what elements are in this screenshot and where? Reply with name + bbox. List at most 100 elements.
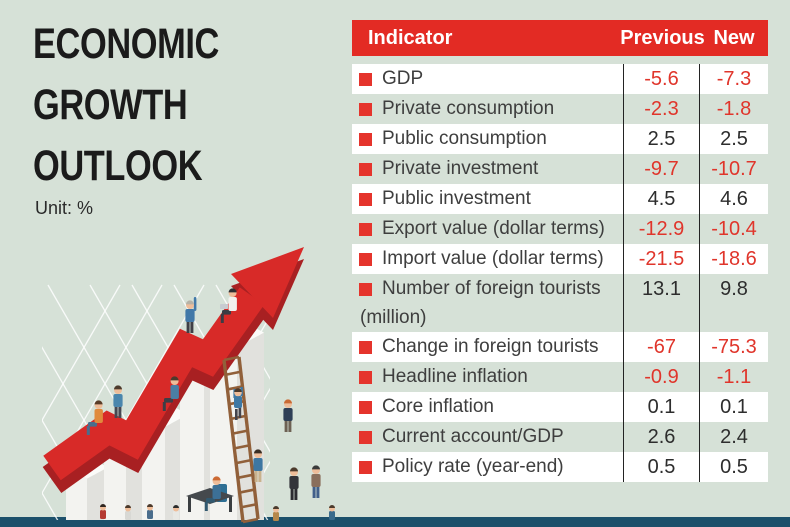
- indicator-label: Private consumption: [382, 98, 555, 119]
- new-value-cell: 2.4: [699, 422, 768, 452]
- new-value-cell: -10.4: [699, 214, 768, 244]
- indicator-cell: Number of foreign tourists (million): [352, 274, 623, 332]
- new-value-cell: 4.6: [699, 184, 768, 214]
- indicator-line: GDP: [359, 64, 623, 94]
- indicator-line: Current account/GDP: [359, 422, 623, 452]
- person-figure: [233, 387, 243, 420]
- indicator-label: Private investment: [382, 158, 539, 179]
- indicator-cell: Public consumption: [352, 124, 623, 154]
- indicator-label: Number of foreign tourists: [382, 278, 601, 299]
- person-figure: [253, 449, 263, 482]
- indicator-line: Private consumption: [359, 94, 623, 124]
- indicator-cell: Export value (dollar terms): [352, 214, 623, 244]
- previous-value-cell: -21.5: [623, 244, 699, 274]
- table-row: Export value (dollar terms) -12.9 -10.4: [352, 214, 768, 244]
- table-row: Policy rate (year-end) 0.5 0.5: [352, 452, 768, 482]
- previous-value-cell: -5.6: [623, 64, 699, 94]
- indicator-cell: GDP: [352, 64, 623, 94]
- indicator-line: Core inflation: [359, 392, 623, 422]
- table-row: Import value (dollar terms) -21.5 -18.6: [352, 244, 768, 274]
- person-figure: [113, 385, 123, 418]
- indicator-line: Public investment: [359, 184, 623, 214]
- red-square-bullet-icon: [359, 72, 372, 86]
- previous-value-cell: -67: [623, 332, 699, 362]
- indicator-label: Import value (dollar terms): [382, 248, 604, 269]
- indicator-cell: Public investment: [352, 184, 623, 214]
- indicator-cell: Policy rate (year-end): [352, 452, 623, 482]
- table-row: Public investment 4.5 4.6: [352, 184, 768, 214]
- person-figure: [185, 297, 197, 333]
- new-value-cell: -18.6: [699, 244, 768, 274]
- previous-value-cell: 0.5: [623, 452, 699, 482]
- red-growth-arrow: [42, 247, 304, 494]
- previous-value-cell: 13.1: [623, 274, 699, 332]
- indicator-cell: Current account/GDP: [352, 422, 623, 452]
- previous-value-cell: -9.7: [623, 154, 699, 184]
- new-value-cell: -1.1: [699, 362, 768, 392]
- people-figures: [86, 288, 335, 521]
- red-square-bullet-icon: [359, 460, 372, 474]
- title-line-3: OUTLOOK: [33, 142, 203, 190]
- previous-value-cell: -2.3: [623, 94, 699, 124]
- indicator-line: Private investment: [359, 154, 623, 184]
- column-header-indicator: Indicator: [368, 26, 453, 49]
- indicator-cell: Change in foreign tourists: [352, 332, 623, 362]
- new-value-cell: 2.5: [699, 124, 768, 154]
- indicator-label: Headline inflation: [382, 366, 528, 387]
- table-row: Public consumption 2.5 2.5: [352, 124, 768, 154]
- table-row: Change in foreign tourists -67 -75.3: [352, 332, 768, 362]
- indicator-label: GDP: [382, 68, 424, 89]
- red-square-bullet-icon: [359, 430, 372, 444]
- bar-chart-columns: [66, 318, 264, 520]
- table-row: Private investment -9.7 -10.7: [352, 154, 768, 184]
- new-value-cell: 0.5: [699, 452, 768, 482]
- indicator-label: Public consumption: [382, 128, 547, 149]
- indicator-line: Policy rate (year-end): [359, 452, 623, 482]
- table-row: Headline inflation -0.9 -1.1: [352, 362, 768, 392]
- previous-value-cell: 2.5: [623, 124, 699, 154]
- red-square-bullet-icon: [359, 132, 372, 146]
- new-value-cell: -1.8: [699, 94, 768, 124]
- table-row: GDP -5.6 -7.3: [352, 64, 768, 94]
- red-square-bullet-icon: [359, 222, 372, 236]
- indicator-line: Public consumption: [359, 124, 623, 154]
- person-figure: [86, 400, 103, 435]
- indicator-cell: Import value (dollar terms): [352, 244, 623, 274]
- red-square-bullet-icon: [359, 400, 372, 414]
- indicator-label-line2: (million): [360, 307, 427, 328]
- indicator-line: Headline inflation: [359, 362, 623, 392]
- new-value-cell: 0.1: [699, 392, 768, 422]
- red-square-bullet-icon: [359, 102, 372, 116]
- new-value-cell: -75.3: [699, 332, 768, 362]
- previous-value-cell: 4.5: [623, 184, 699, 214]
- previous-value-cell: 2.6: [623, 422, 699, 452]
- person-figure: [283, 399, 293, 432]
- red-square-bullet-icon: [359, 162, 372, 176]
- red-square-bullet-icon: [359, 192, 372, 206]
- indicator-cell: Core inflation: [352, 392, 623, 422]
- person-figure: [204, 476, 221, 511]
- red-square-bullet-icon: [359, 370, 372, 384]
- indicator-label: Change in foreign tourists: [382, 336, 599, 357]
- person-figure: [220, 288, 237, 323]
- outlook-table: Indicator Previous New GDP -5.6 -7.3 Pri…: [352, 20, 768, 482]
- red-square-bullet-icon: [359, 340, 372, 354]
- ladder: [222, 355, 260, 524]
- indicator-label: Public investment: [382, 188, 531, 209]
- previous-value-cell: -12.9: [623, 214, 699, 244]
- indicator-line: Number of foreign tourists: [359, 274, 623, 304]
- indicator-label: Current account/GDP: [382, 426, 564, 447]
- person-figure: [289, 467, 299, 500]
- indicator-cell: Private investment: [352, 154, 623, 184]
- isometric-grid-lines: [42, 284, 270, 520]
- person-figure: [311, 465, 321, 498]
- indicator-label: Export value (dollar terms): [382, 218, 605, 239]
- table-row: Private consumption -2.3 -1.8: [352, 94, 768, 124]
- indicator-line: Export value (dollar terms): [359, 214, 623, 244]
- page-title: ECONOMIC GROWTH OUTLOOK: [33, 14, 266, 197]
- indicator-cell: Private consumption: [352, 94, 623, 124]
- indicator-line: Import value (dollar terms): [359, 244, 623, 274]
- table-header-row: Indicator Previous New: [352, 20, 768, 56]
- person-figure: [162, 376, 179, 411]
